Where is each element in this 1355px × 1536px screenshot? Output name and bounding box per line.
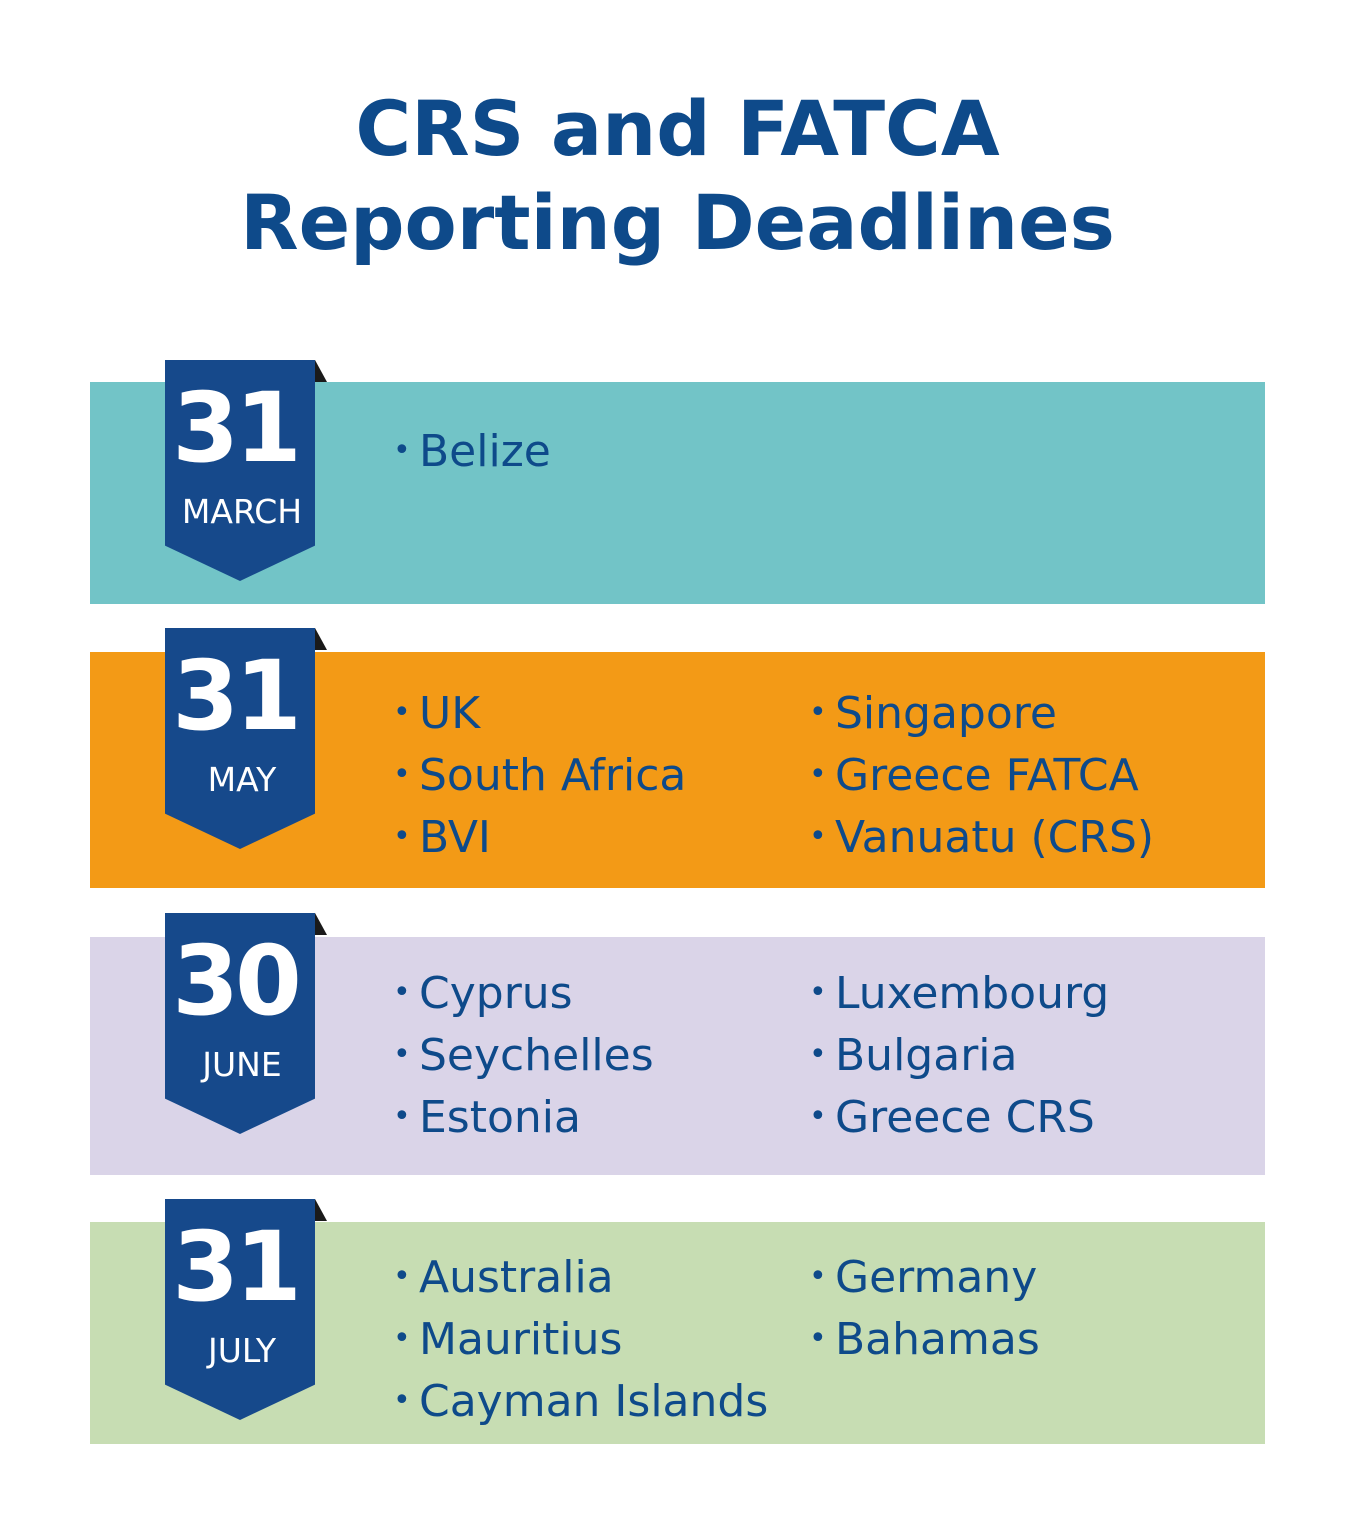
list-item: • Greece FATCA bbox=[809, 744, 1154, 806]
bullet-icon: • bbox=[393, 1259, 411, 1294]
bullet-icon: • bbox=[393, 1037, 411, 1072]
ribbon-day: 31 bbox=[172, 372, 302, 484]
bullet-icon: • bbox=[809, 1099, 827, 1134]
country-name: Germany bbox=[835, 1252, 1038, 1303]
list-item: • BVI bbox=[393, 806, 686, 868]
list-item: • Cyprus bbox=[393, 962, 654, 1024]
country-name: Luxembourg bbox=[835, 968, 1110, 1019]
country-name: Greece CRS bbox=[835, 1092, 1095, 1143]
bullet-icon: • bbox=[393, 975, 411, 1010]
country-name: Seychelles bbox=[419, 1030, 654, 1081]
country-list-may-right: • Singapore • Greece FATCA • Vanuatu (CRS) bbox=[809, 682, 1154, 868]
country-name: Mauritius bbox=[419, 1314, 623, 1365]
bullet-icon: • bbox=[809, 1259, 827, 1294]
bullet-icon: • bbox=[393, 1383, 411, 1418]
country-list-july-right: • Germany • Bahamas bbox=[809, 1246, 1040, 1370]
list-item: • Estonia bbox=[393, 1086, 654, 1148]
country-name: UK bbox=[419, 688, 481, 739]
ribbon-body bbox=[165, 913, 315, 1134]
ribbon-fold bbox=[315, 360, 327, 382]
country-list-may-left: • UK • South Africa • BVI bbox=[393, 682, 686, 868]
ribbon-body bbox=[165, 628, 315, 849]
list-item: • Australia bbox=[393, 1246, 768, 1308]
bullet-icon: • bbox=[809, 975, 827, 1010]
title-line-2: Reporting Deadlines bbox=[240, 178, 1115, 267]
bullet-icon: • bbox=[809, 695, 827, 730]
ribbon-month: JULY bbox=[207, 1331, 277, 1370]
country-list-july-left: • Australia • Mauritius • Cayman Islands bbox=[393, 1246, 768, 1432]
bullet-icon: • bbox=[809, 1321, 827, 1356]
ribbon-month: MARCH bbox=[181, 492, 303, 531]
ribbon-fold bbox=[315, 913, 327, 935]
country-name: Vanuatu (CRS) bbox=[835, 812, 1155, 863]
country-name: Greece FATCA bbox=[835, 750, 1139, 801]
list-item: • Belize bbox=[393, 420, 551, 482]
list-item: • Luxembourg bbox=[809, 962, 1109, 1024]
bullet-icon: • bbox=[809, 757, 827, 792]
ribbon-month: JUNE bbox=[202, 1045, 282, 1084]
list-item: • Mauritius bbox=[393, 1308, 768, 1370]
country-name: Cyprus bbox=[419, 968, 573, 1019]
ribbon-day: 31 bbox=[172, 1211, 302, 1323]
bullet-icon: • bbox=[809, 819, 827, 854]
ribbon-month: MAY bbox=[207, 760, 277, 799]
list-item: • Germany bbox=[809, 1246, 1040, 1308]
bullet-icon: • bbox=[393, 695, 411, 730]
ribbon-fold bbox=[315, 1199, 327, 1221]
list-item: • UK bbox=[393, 682, 686, 744]
country-name: Estonia bbox=[419, 1092, 581, 1143]
ribbon-body bbox=[165, 360, 315, 581]
ribbon-fold bbox=[315, 628, 327, 650]
ribbon-body bbox=[165, 1199, 315, 1420]
country-name: Cayman Islands bbox=[419, 1376, 769, 1427]
country-list-june-left: • Cyprus • Seychelles • Estonia bbox=[393, 962, 654, 1148]
list-item: • Greece CRS bbox=[809, 1086, 1109, 1148]
country-name: BVI bbox=[419, 812, 491, 863]
country-name: Bulgaria bbox=[835, 1030, 1018, 1081]
bullet-icon: • bbox=[393, 1099, 411, 1134]
list-item: • Singapore bbox=[809, 682, 1154, 744]
ribbon-day: 31 bbox=[172, 640, 302, 752]
bullet-icon: • bbox=[393, 819, 411, 854]
bullet-icon: • bbox=[393, 433, 411, 468]
list-item: • Bahamas bbox=[809, 1308, 1040, 1370]
list-item: • Vanuatu (CRS) bbox=[809, 806, 1154, 868]
country-name: Belize bbox=[419, 426, 551, 477]
page-title: CRS and FATCA Reporting Deadlines bbox=[0, 82, 1355, 270]
country-list-june-right: • Luxembourg • Bulgaria • Greece CRS bbox=[809, 962, 1109, 1148]
bullet-icon: • bbox=[809, 1037, 827, 1072]
country-name: Singapore bbox=[835, 688, 1057, 739]
bullet-icon: • bbox=[393, 757, 411, 792]
title-line-1: CRS and FATCA bbox=[355, 84, 1000, 173]
country-name: South Africa bbox=[419, 750, 687, 801]
list-item: • Cayman Islands bbox=[393, 1370, 768, 1432]
list-item: • Seychelles bbox=[393, 1024, 654, 1086]
country-name: Bahamas bbox=[835, 1314, 1040, 1365]
list-item: • Bulgaria bbox=[809, 1024, 1109, 1086]
bullet-icon: • bbox=[393, 1321, 411, 1356]
list-item: • South Africa bbox=[393, 744, 686, 806]
country-list-march-left: • Belize bbox=[393, 420, 551, 482]
country-name: Australia bbox=[419, 1252, 614, 1303]
ribbon-day: 30 bbox=[172, 925, 302, 1037]
